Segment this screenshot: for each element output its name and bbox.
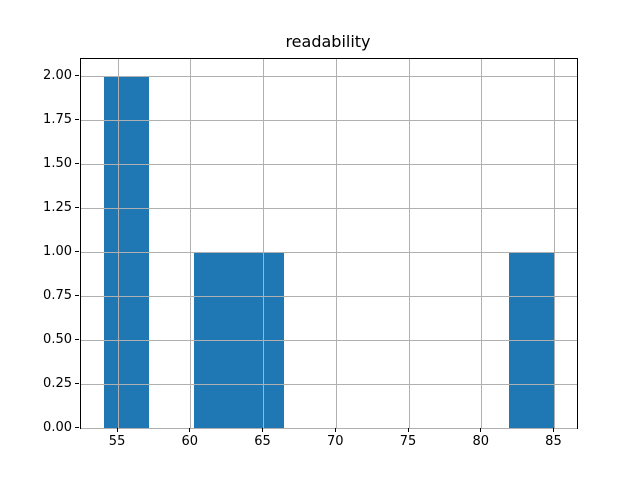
x-gridline xyxy=(408,59,410,428)
x-tick-mark xyxy=(552,428,554,432)
plot-area xyxy=(80,58,578,429)
y-tick-mark xyxy=(75,426,79,428)
y-tick-label: 1.25 xyxy=(43,199,72,215)
y-gridline xyxy=(81,120,577,121)
y-gridline xyxy=(81,383,577,385)
y-tick-label: 0.00 xyxy=(43,419,72,435)
y-tick-label: 0.25 xyxy=(43,375,72,391)
chart-title: readability xyxy=(285,32,371,51)
y-gridline xyxy=(81,76,577,78)
x-gridline xyxy=(117,59,119,428)
x-tick-mark xyxy=(334,428,336,432)
y-tick-label: 0.50 xyxy=(43,331,72,347)
x-tick-label: 75 xyxy=(399,434,417,449)
y-tick-mark xyxy=(75,162,79,164)
y-gridline xyxy=(81,295,577,297)
x-tick-label: 85 xyxy=(545,434,562,449)
y-tick-label: 2.00 xyxy=(43,68,72,84)
x-tick-label: 70 xyxy=(326,434,344,449)
x-tick-mark xyxy=(189,428,191,432)
x-tick-label: 60 xyxy=(181,434,199,449)
x-tick-label: 65 xyxy=(254,434,271,449)
x-tick-label: 80 xyxy=(472,434,489,449)
x-gridline xyxy=(553,59,555,428)
y-tick-label: 1.00 xyxy=(43,243,72,259)
y-gridline xyxy=(81,207,577,209)
y-tick-mark xyxy=(75,250,79,252)
y-tick-label: 1.75 xyxy=(43,112,72,127)
y-tick-mark xyxy=(75,294,79,296)
y-tick-mark xyxy=(75,338,79,340)
x-gridline xyxy=(335,59,337,428)
y-tick-mark xyxy=(75,206,79,208)
y-tick-mark xyxy=(75,75,79,77)
x-tick-mark xyxy=(407,428,409,432)
x-tick-mark xyxy=(116,428,118,432)
x-tick-label: 55 xyxy=(108,434,126,449)
x-gridline xyxy=(190,59,192,428)
x-tick-mark xyxy=(262,428,264,432)
x-tick-mark xyxy=(480,428,482,432)
x-gridline xyxy=(263,59,265,428)
y-tick-mark xyxy=(75,119,79,120)
y-tick-label: 0.75 xyxy=(43,287,72,303)
y-gridline xyxy=(81,427,577,429)
y-gridline xyxy=(81,339,577,341)
y-tick-mark xyxy=(75,382,79,384)
y-tick-label: 1.50 xyxy=(43,155,72,171)
x-gridline xyxy=(481,59,483,428)
y-gridline xyxy=(81,251,577,253)
y-gridline xyxy=(81,163,577,165)
